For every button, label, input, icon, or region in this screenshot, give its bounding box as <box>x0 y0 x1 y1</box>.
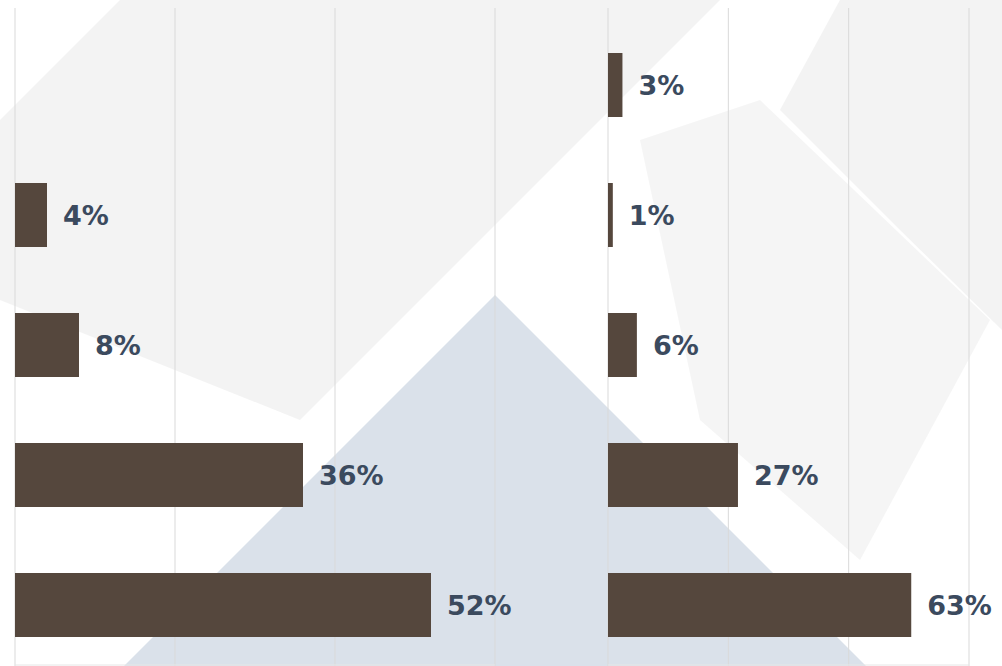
data-label: 6% <box>653 330 699 361</box>
axis-line <box>15 665 495 666</box>
bars <box>608 53 911 637</box>
data-label: 63% <box>927 590 992 621</box>
grid-line <box>335 8 336 666</box>
panel: 4% 8% 36% 52% <box>15 8 512 666</box>
grid-line <box>969 8 970 666</box>
background-decor <box>0 0 1002 666</box>
bar <box>608 573 911 637</box>
data-labels: 3% 1% 6% 27% 63% <box>629 70 992 621</box>
grid <box>608 8 969 666</box>
panel: 3% 1% 6% 27% 63% <box>608 8 992 666</box>
bar <box>15 573 431 637</box>
grid-line <box>728 8 729 666</box>
chart-svg: 4% 8% 36% 52% 3% 1% 6% 27% 63% <box>0 0 1002 666</box>
data-label: 3% <box>638 70 684 101</box>
axis-line <box>608 665 969 666</box>
bar <box>15 443 303 507</box>
data-label: 27% <box>754 460 819 491</box>
data-label: 8% <box>95 330 141 361</box>
bar <box>608 443 738 507</box>
data-label: 36% <box>319 460 384 491</box>
data-label: 4% <box>63 200 109 231</box>
data-labels: 4% 8% 36% 52% <box>63 200 512 621</box>
bar <box>608 183 613 247</box>
bar <box>608 53 622 117</box>
data-label: 1% <box>629 200 675 231</box>
grid-line <box>495 8 496 666</box>
bars <box>15 183 431 637</box>
bar <box>15 313 79 377</box>
grid-line <box>175 8 176 666</box>
bar <box>15 183 47 247</box>
data-label: 52% <box>447 590 512 621</box>
grid <box>15 8 495 666</box>
bar <box>608 313 637 377</box>
grid-line <box>848 8 849 666</box>
photo-diamond <box>0 0 720 420</box>
chart-root: 4% 8% 36% 52% 3% 1% 6% 27% 63% <box>0 0 1002 666</box>
